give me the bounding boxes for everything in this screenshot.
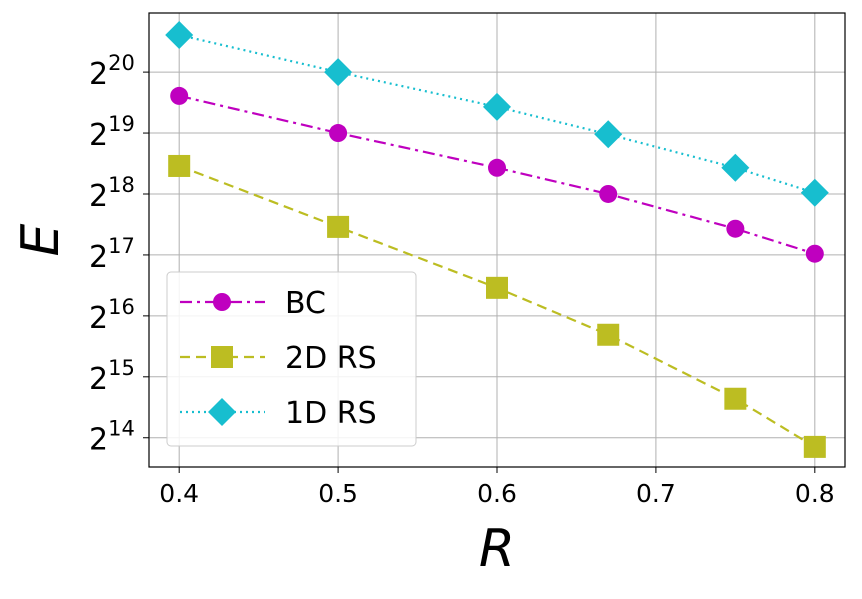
- data-point: [170, 86, 189, 105]
- series-2d-rs: [168, 154, 826, 458]
- y-tick-exponent: 19: [108, 112, 135, 136]
- legend-marker: [208, 398, 236, 426]
- data-point: [168, 154, 191, 177]
- y-tick-base: 2: [89, 57, 108, 92]
- series-line: [178, 94, 816, 255]
- y-tick-label: 215: [89, 356, 135, 397]
- data-point: [597, 323, 620, 346]
- data-point: [329, 124, 348, 143]
- data-point: [721, 153, 750, 182]
- legend-label: 1D RS: [285, 396, 377, 431]
- y-tick-base: 2: [89, 179, 108, 214]
- legend-marker: [213, 293, 231, 311]
- data-point: [486, 276, 508, 299]
- y-tick-base: 2: [89, 301, 108, 336]
- x-tick-label: 0.7: [636, 479, 676, 508]
- legend-entry: BC: [180, 286, 326, 321]
- data-point: [803, 435, 826, 458]
- data-point: [483, 92, 511, 121]
- y-tick-label: 214: [89, 417, 135, 458]
- legend-marker: [211, 346, 233, 368]
- y-tick-exponent: 16: [108, 295, 135, 319]
- x-tick-label: 0.8: [795, 479, 835, 508]
- data-point: [726, 219, 745, 238]
- y-tick-base: 2: [89, 423, 108, 458]
- y-tick-label: 216: [89, 295, 135, 336]
- data-point: [594, 120, 623, 149]
- y-tick-label: 217: [89, 234, 135, 275]
- y-tick-exponent: 15: [108, 356, 135, 380]
- y-tick-exponent: 17: [108, 234, 135, 258]
- y-tick-label: 220: [89, 51, 135, 92]
- data-point: [324, 58, 353, 87]
- legend-entry: 2D RS: [180, 341, 377, 376]
- series-layer: [165, 20, 829, 458]
- series-bc: [170, 86, 824, 263]
- legend-box: [166, 271, 417, 447]
- y-tick-base: 2: [89, 362, 108, 397]
- legend: BC 2D RS 1D RS: [166, 271, 417, 447]
- x-ticks: 0.4 0.5 0.6 0.7 0.8: [159, 467, 835, 508]
- y-tick-exponent: 14: [108, 417, 135, 441]
- legend-label: 2D RS: [285, 341, 377, 376]
- y-tick-base: 2: [89, 118, 108, 153]
- data-point: [599, 184, 618, 203]
- data-point: [488, 158, 506, 177]
- y-tick-label: 219: [89, 112, 135, 153]
- legend-label: BC: [285, 286, 326, 321]
- x-tick-label: 0.5: [318, 479, 358, 508]
- data-point: [165, 20, 194, 49]
- series-1d-rs: [165, 20, 829, 207]
- y-tick-exponent: 18: [108, 173, 135, 197]
- y-tick-base: 2: [89, 240, 108, 275]
- y-tick-exponent: 20: [108, 51, 135, 75]
- data-point: [724, 387, 747, 410]
- x-tick-label: 0.6: [477, 479, 517, 508]
- x-axis-label: R: [479, 519, 515, 579]
- data-point: [800, 178, 829, 207]
- data-point: [327, 215, 350, 238]
- y-axis-label: E: [11, 223, 71, 256]
- series-line: [178, 164, 816, 448]
- x-tick-label: 0.4: [159, 479, 199, 508]
- y-tick-label: 218: [89, 173, 135, 214]
- data-point: [805, 244, 824, 263]
- legend-entry: 1D RS: [180, 396, 377, 431]
